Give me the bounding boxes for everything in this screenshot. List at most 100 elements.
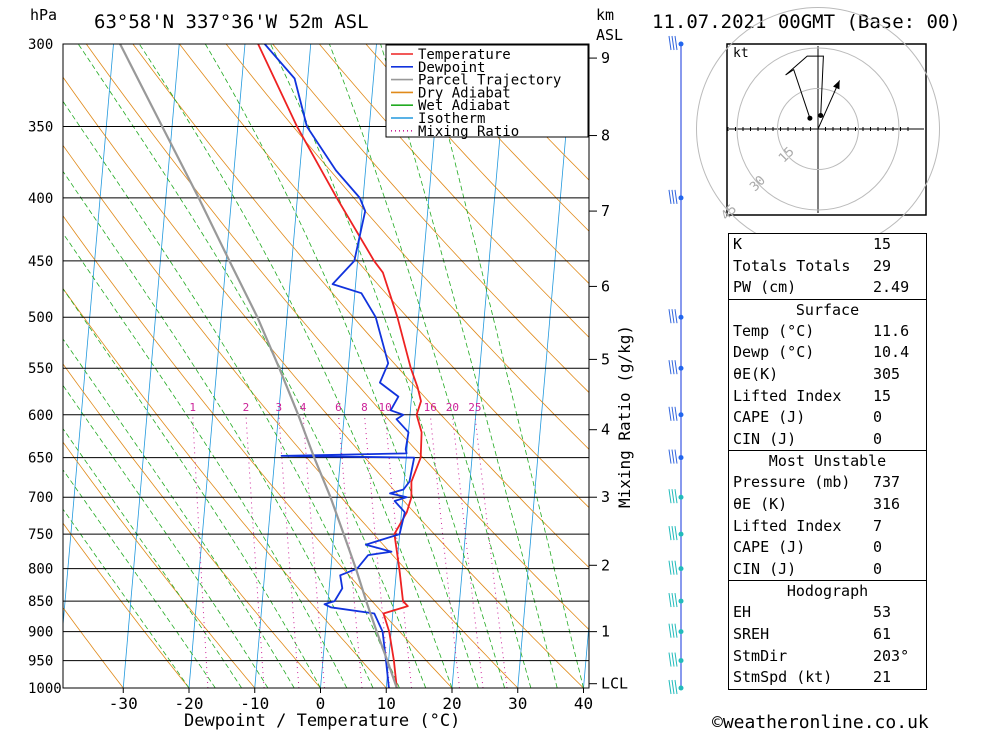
wet-adiabat-line	[380, 44, 558, 688]
stat-key: Totals Totals	[733, 256, 851, 275]
mixing-ratio-line	[364, 414, 391, 688]
isotherm-line	[63, 44, 114, 630]
stat-value: 61	[873, 624, 892, 643]
hodograph-end-dot	[818, 113, 824, 118]
wind-barb	[674, 623, 678, 638]
wet-adiabat-line	[63, 100, 400, 688]
stat-key: Lifted Index	[733, 386, 842, 405]
x-tick-label: 10	[377, 694, 396, 713]
wind-barb	[674, 189, 678, 204]
legend-box	[385, 44, 589, 138]
mixing-ratio-label: 10	[379, 401, 392, 414]
wind-barb	[668, 309, 672, 324]
pressure-tick-label: 350	[28, 119, 53, 135]
stats-row: StmSpd (kt) 21	[729, 667, 926, 689]
series-temperature-line	[257, 44, 423, 688]
wind-barb	[668, 623, 672, 638]
wind-level-dot	[678, 566, 684, 572]
wind-barb	[674, 679, 678, 695]
stat-key: CIN (J)	[733, 429, 797, 448]
hodograph-ring	[736, 47, 900, 211]
dry-adiabat-line	[365, 44, 589, 285]
legend-label: Wet Adiabat	[418, 98, 511, 114]
pressure-tick-label: 300	[28, 37, 53, 53]
dry-adiabat-line	[63, 287, 387, 688]
wind-barb	[671, 679, 675, 695]
isotherm-line	[320, 44, 377, 688]
wind-barb	[668, 526, 672, 541]
wind-barb	[671, 189, 675, 204]
km-tick-label: 8	[601, 127, 610, 145]
wet-adiabat-line	[63, 508, 190, 688]
hodograph-ring	[777, 88, 859, 170]
stats-hodograph-section: Hodograph EH 53 SREH 61 StmDir 203° StmSpd …	[728, 580, 927, 690]
location-title: 63°58'N 337°36'W 52m ASL	[94, 11, 369, 33]
dry-adiabat-line	[63, 144, 519, 688]
wind-level-dot	[678, 365, 684, 371]
wind-barb	[668, 652, 672, 667]
km-tick-label: 7	[601, 202, 610, 220]
stats-row: Pressure (mb) 737	[729, 472, 926, 494]
stat-key: K	[733, 235, 743, 253]
stats-most-unstable-section: Most Unstable Pressure (mb) 737 θE (K) 316…	[728, 450, 927, 582]
km-tick-label: 9	[601, 49, 610, 67]
wind-level-dot	[678, 41, 684, 47]
legend-label: Isotherm	[418, 111, 485, 127]
skewt-series	[119, 44, 423, 688]
mixing-ratio-label: 25	[468, 401, 481, 414]
wind-barb	[668, 592, 672, 608]
x-tick-label: 0	[316, 694, 326, 713]
stat-value: 0	[873, 538, 883, 557]
stats-row: Dewp (°C) 10.4	[729, 342, 926, 364]
km-tick-label: 3	[601, 488, 610, 506]
pressure-tick-label: 650	[28, 451, 53, 467]
stats-row: EH 53	[729, 602, 926, 624]
wind-barb	[674, 360, 678, 375]
section-title: Most Unstable	[768, 452, 887, 471]
stats-general-section: K 15 Totals Totals 29 PW (cm) 2.49	[728, 233, 927, 300]
stat-key: Temp (°C)	[733, 321, 815, 340]
stat-value: 305	[873, 364, 901, 383]
km-tick-label: 5	[601, 350, 610, 368]
stat-key: SREH	[733, 624, 770, 643]
stats-row: θE(K) 305	[729, 364, 926, 386]
legend-label: Mixing Ratio	[418, 124, 519, 140]
section-title: Surface	[795, 300, 860, 319]
mixing-ratio-label: 1	[189, 401, 196, 414]
stats-row-k: K 15	[729, 234, 926, 256]
stats-row: SREH 61	[729, 624, 926, 646]
wind-level-dot	[678, 658, 684, 664]
stat-value: 10.4	[873, 343, 910, 362]
stats-panel: K 15 Totals Totals 29 PW (cm) 2.49 Surface …	[728, 233, 927, 690]
isotherm-line	[254, 44, 312, 688]
skewt-axes: 3003504004505005506006507007508008509009…	[28, 37, 628, 713]
km-tick-label: LCL	[601, 675, 628, 693]
stat-key: θE(K)	[733, 364, 779, 383]
wind-barb	[674, 560, 678, 575]
wind-level-dot	[678, 685, 684, 691]
mixing-ratio-label: 20	[446, 401, 459, 414]
wind-barb	[671, 489, 675, 504]
pressure-tick-label: 800	[28, 562, 53, 578]
stat-key: Pressure (mb)	[733, 473, 851, 492]
mixing-ratio-label: 4	[300, 401, 307, 414]
stats-row: Lifted Index 15	[729, 386, 926, 408]
stat-value: 53	[873, 603, 892, 622]
km-tick-label: 2	[601, 556, 610, 574]
section-title: Hodograph	[786, 582, 869, 601]
wet-adiabat-line	[138, 44, 453, 688]
stats-row: CAPE (J) 0	[729, 407, 926, 429]
stat-key: CIN (J)	[733, 559, 797, 578]
stats-row: CIN (J) 0	[729, 429, 926, 451]
stat-key: StmSpd (kt)	[733, 668, 833, 687]
x-tick-label: -20	[175, 694, 204, 713]
dry-adiabat-line	[272, 44, 589, 394]
km-tick-label: 6	[601, 277, 610, 295]
hodograph-trace	[785, 55, 824, 119]
km-tick-label: 4	[601, 421, 610, 439]
stats-row: θE (K) 316	[729, 494, 926, 516]
pressure-tick-label: 750	[28, 527, 53, 543]
x-tick-label: -30	[109, 694, 138, 713]
wind-barb	[674, 35, 678, 51]
